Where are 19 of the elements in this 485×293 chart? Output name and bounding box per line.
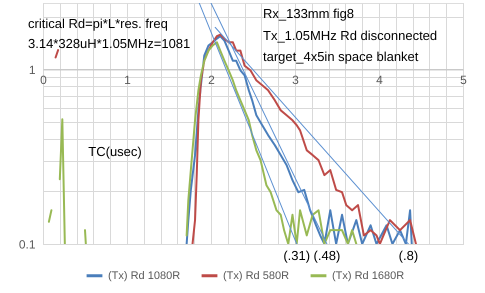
x-tick-label: 2 (208, 72, 216, 87)
y-tick-label: 0.1 (18, 238, 36, 252)
x-axis-title: TC(usec) (88, 144, 142, 159)
x-tick-label: 4 (376, 72, 384, 87)
annotation: critical Rd=pi*L*res. freq (28, 16, 168, 31)
annotation: (.48) (314, 248, 340, 263)
annotation: Rx_133mm fig8 (263, 6, 354, 21)
x-tick-label: 1 (124, 72, 132, 87)
legend-label: (Tx) Rd 1080R (108, 270, 180, 282)
legend-label: (Tx) Rd 580R (223, 270, 290, 282)
annotation: target_4x5in space blanket (263, 49, 419, 64)
annotation: Tx_1.05MHz Rd disconnected (263, 28, 438, 43)
x-tick-label: 5 (460, 72, 468, 87)
annotation: 3.14*328uH*1.05MHz=1081 (28, 36, 190, 51)
x-tick-label: 0 (40, 72, 48, 87)
annotation: (.8) (398, 248, 418, 263)
x-tick-label: 3 (292, 72, 300, 87)
annotation: (.31) (283, 248, 310, 263)
legend-label: (Tx) Rd 1680R (332, 270, 404, 282)
